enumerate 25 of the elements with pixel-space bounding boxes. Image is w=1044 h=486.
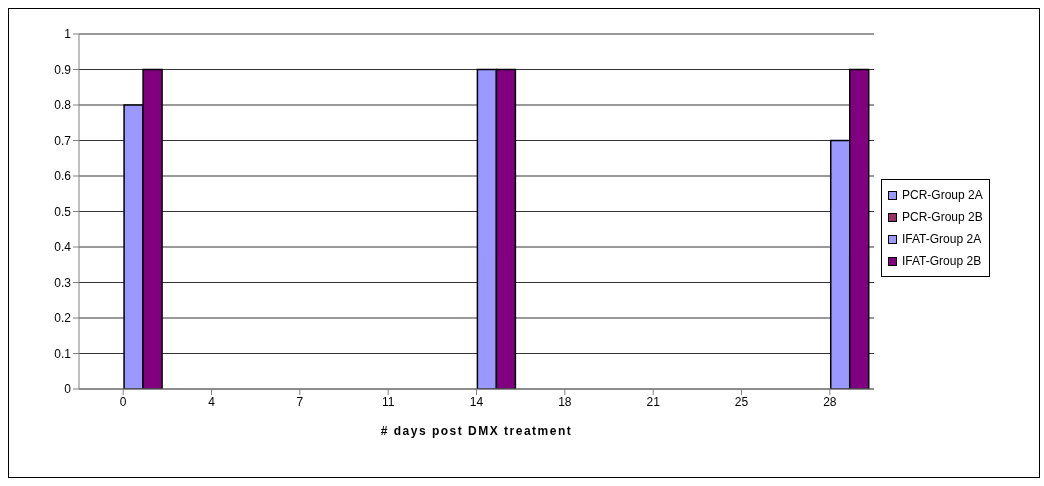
legend-label: PCR-Group 2A [902, 187, 983, 204]
x-tick-label: 28 [823, 394, 837, 409]
y-tick-label: 1 [64, 27, 72, 42]
x-tick-label: 21 [646, 394, 661, 409]
x-tick-label: 11 [381, 394, 395, 409]
legend-label: IFAT-Group 2A [902, 231, 982, 248]
y-tick-label: 0.1 [54, 346, 72, 361]
y-tick-label: 0.8 [54, 98, 72, 113]
legend-label: PCR-Group 2B [902, 209, 983, 226]
y-tick-label: 0 [64, 382, 72, 397]
x-tick-label: 0 [119, 394, 127, 409]
x-tick-label: 14 [469, 394, 484, 409]
x-tick-label: 25 [734, 394, 749, 409]
y-tick-label: 0.4 [54, 240, 72, 255]
y-tick-label: 0.2 [54, 311, 72, 326]
y-tick-label: 0.9 [54, 62, 72, 77]
x-tick-label: 18 [558, 394, 572, 409]
y-tick-label: 0.5 [54, 204, 72, 219]
x-tick-label: 7 [296, 394, 304, 409]
y-tick-label: 0.3 [54, 275, 72, 290]
y-tick-label: 0.7 [54, 133, 72, 148]
x-axis-title: # days post DMX treatment [380, 424, 573, 438]
y-tick-label: 0.6 [54, 169, 72, 184]
legend-label: IFAT-Group 2B [902, 253, 982, 270]
x-tick-label: 4 [208, 394, 216, 409]
